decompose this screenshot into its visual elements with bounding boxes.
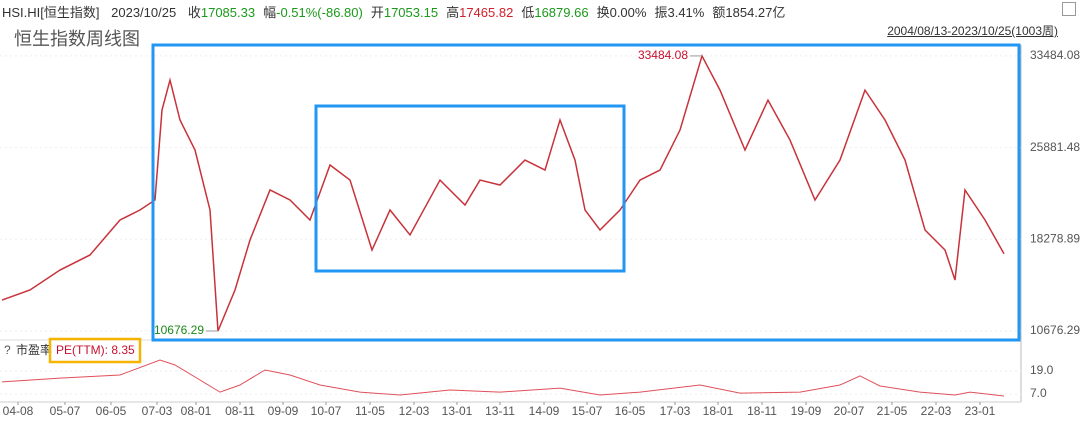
quote-header: HSI.HI[恒生指数] 2023/10/25 收17085.33 幅-0.51%… (2, 2, 793, 21)
x-tick-label: 13-11 (485, 404, 515, 418)
high-label: 33484.08 (638, 48, 688, 62)
quote-field: 振3.41% (654, 5, 704, 20)
x-tick-label: 08-01 (181, 404, 212, 418)
settings-icon[interactable] (1062, 2, 1076, 16)
x-tick-label: 20-07 (834, 404, 865, 418)
field-label: 开 (370, 5, 384, 20)
x-tick-label: 23-01 (965, 404, 996, 418)
x-tick-label: 19-09 (791, 404, 822, 418)
quote-field: 幅-0.51%(-86.80) (263, 5, 363, 20)
field-label: 高 (446, 5, 460, 20)
x-tick-label: 12-03 (399, 404, 430, 418)
x-tick-label: 07-03 (142, 404, 173, 418)
y-tick-label: 18278.89 (1030, 231, 1080, 245)
x-tick-label: 18-11 (747, 404, 777, 418)
field-value: 17053.15 (383, 5, 439, 20)
date: 2023/10/25 (111, 5, 177, 20)
y-tick-label: 7.0 (1030, 386, 1047, 400)
field-label: 额 (712, 5, 726, 20)
low-label: 10676.29 (154, 323, 204, 337)
field-label: 收 (187, 5, 201, 20)
highlight-box (48, 337, 142, 364)
price-line (1, 53, 1005, 332)
quote-field: 低16879.66 (521, 5, 588, 20)
field-value: 17085.33 (200, 5, 256, 20)
help-icon: ? (4, 343, 11, 357)
x-tick-label: 05-07 (50, 404, 81, 418)
y-tick-label: 19.0 (1030, 363, 1054, 377)
x-tick-label: 13-01 (442, 404, 473, 418)
field-label: 振 (654, 5, 668, 20)
x-tick-label: 09-09 (268, 404, 299, 418)
price-line (1, 359, 1005, 397)
x-tick-label: 22-03 (921, 404, 952, 418)
field-value: 0.00% (609, 5, 647, 20)
field-value: 3.41% (667, 5, 705, 20)
quote-field: 换0.00% (597, 5, 647, 20)
field-value: 16879.66 (534, 5, 589, 20)
x-tick-label: 18-01 (703, 404, 734, 418)
indicator-name: 市盈率 (16, 342, 52, 357)
field-value: 17465.82 (459, 5, 514, 20)
field-value: -0.51%(-86.80) (276, 5, 363, 20)
y-tick-label: 33484.08 (1030, 48, 1080, 62)
field-value: 1854.27亿 (725, 5, 786, 20)
x-tick-label: 14-09 (529, 404, 560, 418)
chart-title: 恒生指数周线图 (14, 29, 140, 49)
field-label: 低 (521, 5, 535, 20)
y-tick-label: 25881.48 (1030, 140, 1080, 154)
quote-field: 高17465.82 (446, 5, 513, 20)
x-tick-label: 15-07 (572, 404, 603, 418)
x-tick-label: 04-08 (3, 404, 34, 418)
date-range[interactable]: 2004/08/13-2023/10/25(1003周) (887, 24, 1058, 38)
x-tick-label: 06-05 (96, 404, 127, 418)
highlight-box (151, 43, 1021, 342)
field-label: 换 (596, 5, 610, 20)
quote-field: 开17053.15 (371, 5, 438, 20)
x-tick-label: 21-05 (877, 404, 908, 418)
indicator-value: PE(TTM): 8.35 (56, 343, 135, 357)
x-tick-label: 11-05 (355, 404, 385, 418)
x-tick-label: 16-05 (615, 404, 646, 418)
quote-field: 额1854.27亿 (712, 5, 785, 20)
field-label: 幅 (263, 5, 277, 20)
symbol: HSI.HI[恒生指数] (2, 5, 100, 20)
y-tick-label: 10676.29 (1030, 323, 1080, 337)
highlight-box (314, 104, 626, 273)
quote-field: 收17085.33 (188, 5, 255, 20)
x-tick-label: 10-07 (311, 404, 342, 418)
x-tick-label: 08-11 (225, 404, 255, 418)
x-tick-label: 17-03 (660, 404, 691, 418)
